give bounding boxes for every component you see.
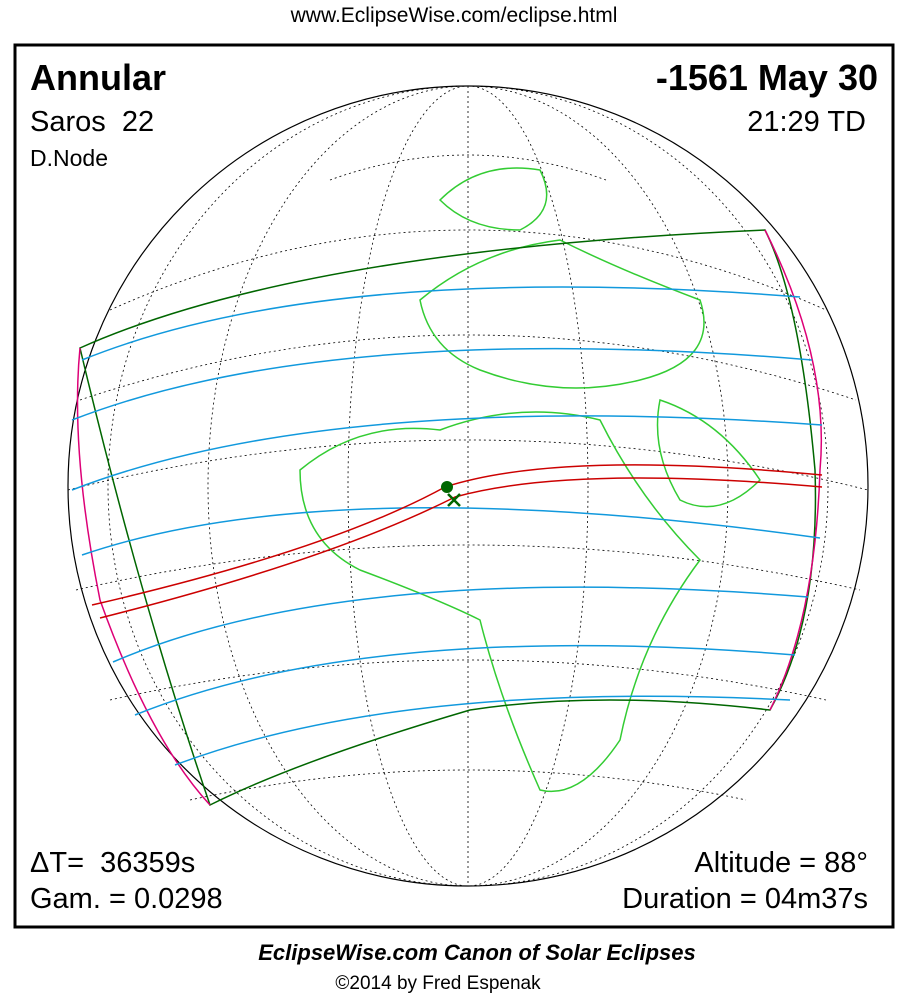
url: www.EclipseWise.com/eclipse.html	[290, 4, 618, 27]
footer-credit: ©2014 by Fred Espenak	[335, 973, 541, 994]
altitude: Altitude = 88°	[694, 847, 868, 879]
eclipse-type: Annular	[30, 57, 166, 98]
delta-t: ΔT= 36359s	[30, 847, 195, 879]
globe	[67, 85, 869, 887]
saros: Saros 22	[30, 106, 154, 138]
gamma: Gam. = 0.0298	[30, 883, 223, 915]
greatest-eclipse	[441, 481, 453, 493]
greatest-duration	[447, 493, 461, 507]
duration: Duration = 04m37s	[622, 883, 868, 915]
node: D.Node	[30, 145, 108, 171]
time: 21:29 TD	[747, 106, 866, 138]
footer-title: EclipseWise.com Canon of Solar Eclipses	[258, 940, 696, 965]
date: -1561 May 30	[656, 57, 878, 98]
